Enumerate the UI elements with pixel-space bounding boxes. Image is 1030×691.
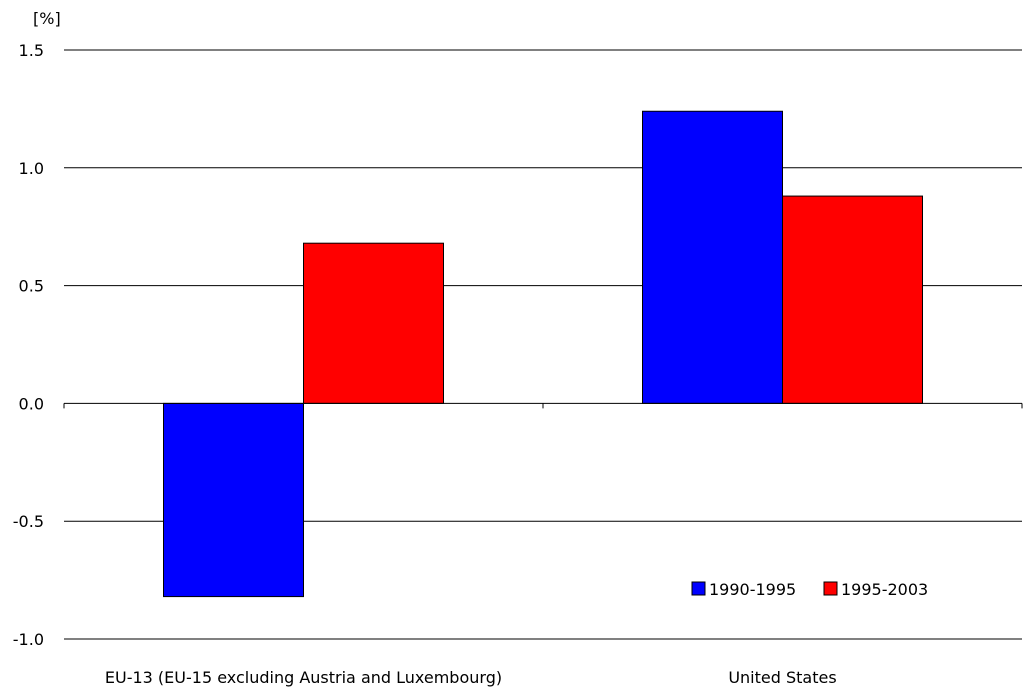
x-axis [63, 402, 1023, 409]
legend-label: 1990-1995 [709, 580, 796, 599]
bars [163, 110, 923, 598]
legend-swatch [823, 581, 838, 596]
legend-swatch [691, 581, 706, 596]
y-tick-labels: 1.5 1.0 0.5 0.0 -0.5 -1.0 [13, 41, 44, 649]
bar-1990-1995-0 [163, 402, 304, 598]
y-tick-label: -0.5 [13, 512, 44, 531]
category-label: United States [728, 668, 836, 687]
y-tick-label: 0.5 [19, 277, 44, 296]
category-labels: EU-13 (EU-15 excluding Austria and Luxem… [105, 668, 837, 687]
legend: 1990-1995 1995-2003 [691, 580, 928, 599]
bar-1995-2003-0 [303, 242, 444, 404]
y-unit-label: [%] [33, 9, 61, 28]
y-tick-label: -1.0 [13, 630, 44, 649]
category-label: EU-13 (EU-15 excluding Austria and Luxem… [105, 668, 502, 687]
bar-1990-1995-1 [642, 110, 783, 404]
y-tick-label: 0.0 [19, 394, 44, 413]
y-tick-label: 1.0 [19, 159, 44, 178]
legend-label: 1995-2003 [841, 580, 928, 599]
bar-1995-2003-1 [782, 195, 923, 404]
y-tick-label: 1.5 [19, 41, 44, 60]
